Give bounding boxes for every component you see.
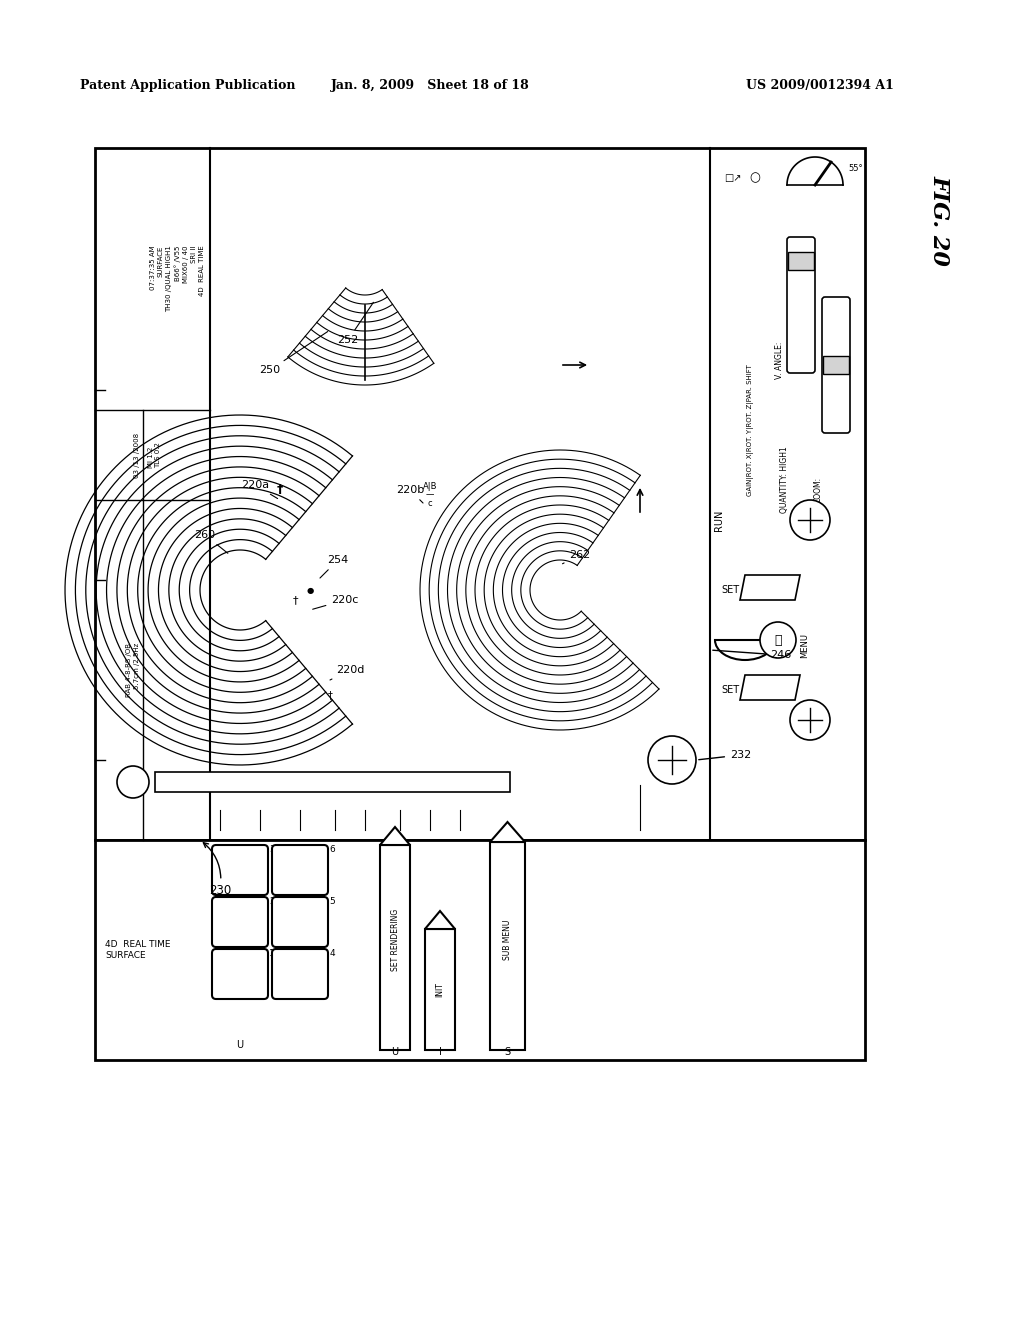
Polygon shape: [425, 911, 455, 929]
Bar: [823, 356, 849, 374]
Text: 246: 246: [713, 649, 792, 660]
Circle shape: [790, 500, 830, 540]
Text: SET: SET: [721, 585, 739, 595]
FancyBboxPatch shape: [212, 845, 268, 895]
Text: SET RENDERING: SET RENDERING: [390, 909, 399, 972]
Text: 07:37:35 AM
SURFACE
TH30 /QUAL HIGH1
B66° /V55
MIX60 / 40
SRI II
4D  REAL TIME: 07:37:35 AM SURFACE TH30 /QUAL HIGH1 B66…: [150, 246, 205, 313]
Bar: [788, 252, 814, 271]
Text: QUANTITY: HIGH1: QUANTITY: HIGH1: [780, 446, 790, 513]
Text: US 2009/0012394 A1: US 2009/0012394 A1: [746, 78, 894, 91]
Text: 4D  REAL TIME
SURFACE: 4D REAL TIME SURFACE: [105, 940, 171, 961]
Bar: [490, 842, 525, 1049]
Text: MI 1.2
TLS 0.2: MI 1.2 TLS 0.2: [148, 442, 162, 467]
Bar: [380, 845, 410, 1049]
Circle shape: [117, 766, 150, 799]
Polygon shape: [490, 822, 525, 842]
Text: RAB 4-8-RS /OB
5.7cm /2.5Hz: RAB 4-8-RS /OB 5.7cm /2.5Hz: [127, 643, 140, 697]
Polygon shape: [740, 675, 800, 700]
Text: 254: 254: [319, 554, 348, 578]
Text: 220b: 220b: [396, 484, 424, 503]
FancyBboxPatch shape: [272, 949, 328, 999]
Text: 230: 230: [204, 842, 231, 896]
Text: 250: 250: [259, 331, 328, 375]
Text: V. ANGLE:: V. ANGLE:: [775, 342, 784, 379]
Text: FIG. 20: FIG. 20: [929, 174, 951, 265]
Text: †: †: [276, 483, 283, 496]
FancyBboxPatch shape: [212, 949, 268, 999]
Text: 2: 2: [269, 896, 274, 906]
FancyBboxPatch shape: [822, 297, 850, 433]
Bar: [95, 840, 865, 1060]
Text: 6: 6: [329, 845, 335, 854]
Bar: [95, 148, 865, 840]
Text: 03 /13 /2008: 03 /13 /2008: [134, 433, 140, 478]
Text: ZOOM:: ZOOM:: [813, 477, 822, 503]
Text: †: †: [328, 690, 333, 700]
Text: SET: SET: [721, 685, 739, 696]
Text: U: U: [237, 1040, 244, 1049]
Text: 5: 5: [329, 896, 335, 906]
Polygon shape: [740, 576, 800, 601]
Circle shape: [760, 622, 796, 657]
Text: RUN: RUN: [714, 510, 724, 531]
Text: 252: 252: [337, 302, 374, 345]
Text: SUB MENU: SUB MENU: [503, 920, 512, 960]
Text: 1: 1: [269, 949, 274, 957]
Text: □↗: □↗: [724, 173, 741, 183]
FancyBboxPatch shape: [212, 898, 268, 946]
Bar: [155, 772, 510, 792]
Text: ●: ●: [306, 586, 313, 594]
Text: U: U: [391, 1047, 398, 1057]
Text: Patent Application Publication: Patent Application Publication: [80, 78, 296, 91]
Text: I: I: [438, 1047, 441, 1057]
Text: ○: ○: [750, 172, 761, 185]
Text: GAIN|ROT. X|ROT. Y|ROT. Z|PAR. SHIFT: GAIN|ROT. X|ROT. Y|ROT. Z|PAR. SHIFT: [746, 364, 754, 496]
Text: 55°: 55°: [848, 164, 862, 173]
Text: 3: 3: [269, 845, 274, 854]
Circle shape: [790, 700, 830, 741]
Text: 232: 232: [698, 750, 752, 760]
FancyBboxPatch shape: [787, 238, 815, 374]
Text: A|B
—
c: A|B — c: [423, 482, 437, 508]
Text: INIT: INIT: [435, 982, 444, 997]
Text: 4: 4: [329, 949, 335, 957]
Circle shape: [648, 737, 696, 784]
Text: 262: 262: [562, 550, 591, 564]
Text: Ⓐ: Ⓐ: [774, 634, 781, 647]
Text: 220d: 220d: [330, 665, 365, 680]
Text: Jan. 8, 2009   Sheet 18 of 18: Jan. 8, 2009 Sheet 18 of 18: [331, 78, 529, 91]
FancyBboxPatch shape: [272, 898, 328, 946]
FancyBboxPatch shape: [272, 845, 328, 895]
Text: 260: 260: [195, 531, 227, 553]
Text: S: S: [505, 1047, 511, 1057]
Bar: [425, 929, 455, 1049]
Text: †: †: [292, 595, 298, 605]
Text: 220a: 220a: [241, 480, 278, 499]
Text: MENU: MENU: [800, 632, 809, 657]
Text: 220c: 220c: [312, 595, 358, 610]
Polygon shape: [380, 828, 410, 845]
